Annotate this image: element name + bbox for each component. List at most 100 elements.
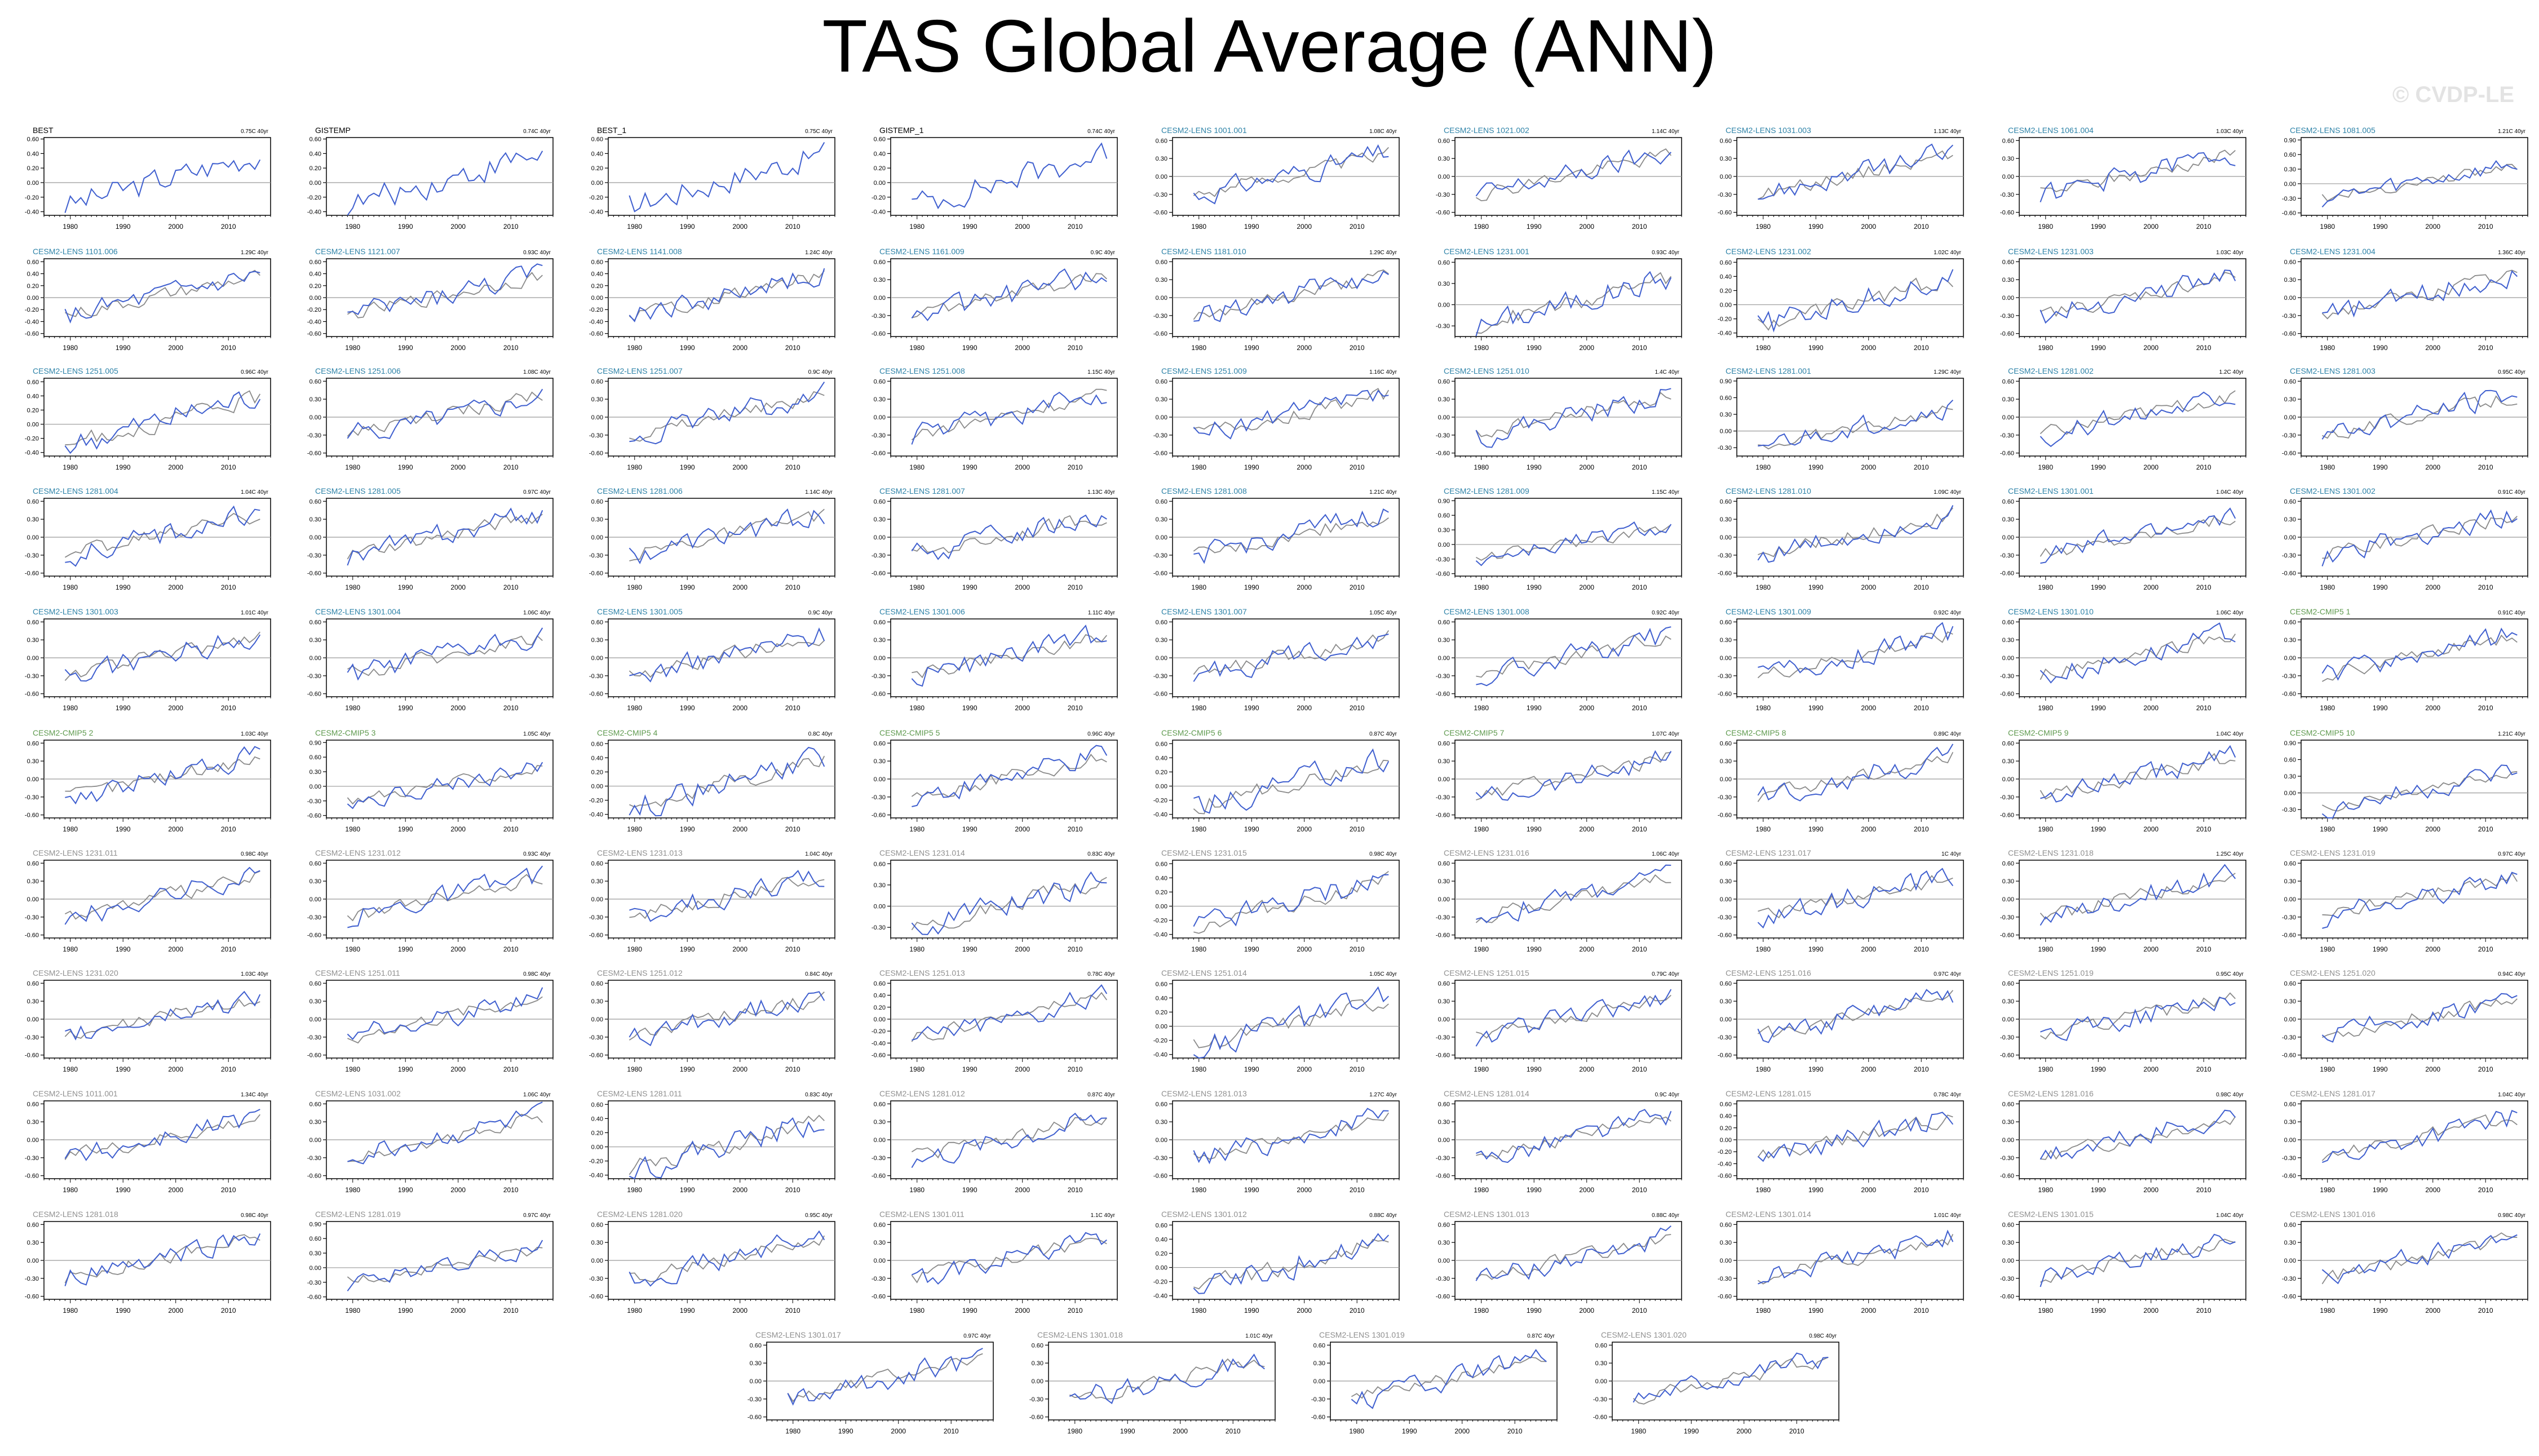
trend-label: 1.03C 40yr bbox=[2216, 250, 2244, 256]
x-tick-label: 2000 bbox=[2143, 1065, 2158, 1073]
y-tick-label: -0.60 bbox=[2000, 1052, 2014, 1059]
x-tick-label: 1990 bbox=[1808, 583, 1824, 591]
y-tick-label: -0.60 bbox=[2282, 570, 2296, 577]
y-tick-label: 0.20 bbox=[27, 407, 39, 414]
x-tick-label: 2000 bbox=[1861, 825, 1876, 833]
trend-label: 1.2C 40yr bbox=[2219, 369, 2244, 375]
panel: CESM2-LENS 1301.003 1.01C 40yr 0.60 0.30 0.0… bbox=[25, 607, 271, 712]
panel: CESM2-LENS 1231.003 1.03C 40yr 0.60 0.30 0.0… bbox=[2000, 247, 2246, 352]
x-tick-label: 1990 bbox=[1527, 1065, 1542, 1073]
y-tick-label: 0.30 bbox=[1156, 1119, 1167, 1126]
x-tick-label: 2000 bbox=[1015, 945, 1030, 953]
y-tick-label: 0.40 bbox=[1720, 273, 1732, 280]
series-line-model bbox=[1757, 989, 1954, 1043]
series-line-model bbox=[2040, 152, 2236, 202]
y-tick-label: -0.60 bbox=[1153, 450, 1167, 457]
panel-title: CESM2-LENS 1231.001 bbox=[1444, 247, 1529, 256]
plot-frame bbox=[43, 378, 271, 457]
panel: CESM2-LENS 1281.002 1.2C 40yr 0.60 0.30 0.00… bbox=[2000, 366, 2246, 471]
trend-label: 1.15C 40yr bbox=[1087, 369, 1116, 375]
x-tick-label: 2010 bbox=[1914, 463, 1929, 471]
trend-label: 1.16C 40yr bbox=[1369, 369, 1397, 375]
panel-title: CESM2-LENS 1251.009 bbox=[1161, 366, 1247, 375]
y-tick-label: 0.40 bbox=[1156, 875, 1167, 882]
y-tick-label: 0.40 bbox=[591, 271, 603, 278]
x-tick-label: 2000 bbox=[1579, 463, 1594, 471]
trend-label: 0.92C 40yr bbox=[1934, 610, 1962, 616]
y-tick-label: -0.20 bbox=[589, 798, 603, 804]
x-tick-label: 2000 bbox=[2143, 223, 2158, 231]
y-tick-label: 0.00 bbox=[2002, 776, 2014, 783]
trend-label: 0.9C 40yr bbox=[1091, 250, 1116, 256]
series-line-model bbox=[64, 159, 261, 213]
panel-title: CESM2-LENS 1251.008 bbox=[879, 366, 965, 375]
y-tick-label: 0.30 bbox=[1720, 156, 1732, 162]
panel-title: CESM2-LENS 1281.001 bbox=[1726, 366, 1811, 375]
panel-title: CESM2-LENS 1251.019 bbox=[2008, 968, 2094, 977]
x-tick-label: 1990 bbox=[680, 704, 695, 712]
x-tick-label: 1990 bbox=[680, 223, 695, 231]
x-tick-label: 1990 bbox=[1244, 1065, 1259, 1073]
series-line-model bbox=[1757, 744, 1954, 802]
y-tick-label: 0.00 bbox=[874, 904, 886, 910]
x-tick-label: 1990 bbox=[680, 583, 695, 591]
panel-title: CESM2-LENS 1121.007 bbox=[315, 247, 400, 256]
y-tick-label: -0.30 bbox=[1436, 556, 1450, 563]
series-line-observations bbox=[64, 512, 260, 558]
x-tick-label: 2000 bbox=[1297, 825, 1312, 833]
y-tick-label: -0.60 bbox=[872, 450, 886, 457]
series-line-model bbox=[629, 142, 825, 213]
panel-title: CESM2-LENS 1301.002 bbox=[2290, 486, 2376, 495]
plot-frame bbox=[326, 137, 554, 216]
trend-label: 0.96C 40yr bbox=[241, 369, 269, 375]
series-line-observations bbox=[1475, 524, 1671, 561]
panel-title: CESM2-LENS 1301.003 bbox=[33, 607, 118, 616]
trend-label: 1.06C 40yr bbox=[523, 1092, 551, 1098]
panel-title: CESM2-LENS 1281.006 bbox=[597, 486, 683, 495]
x-tick-label: 1990 bbox=[680, 825, 695, 833]
series-line-model bbox=[629, 870, 825, 922]
series-line-observations bbox=[2040, 149, 2236, 193]
panel: CESM2-LENS 1251.019 0.95C 40yr 0.60 0.30 0.0… bbox=[2000, 968, 2246, 1073]
x-tick-label: 2010 bbox=[221, 704, 236, 712]
x-tick-label: 1980 bbox=[1755, 463, 1771, 471]
x-tick-label: 2010 bbox=[2478, 945, 2493, 953]
x-tick-label: 1980 bbox=[1755, 583, 1771, 591]
y-tick-label: 0.60 bbox=[1438, 259, 1450, 266]
x-tick-label: 2010 bbox=[1350, 945, 1365, 953]
x-tick-label: 1980 bbox=[909, 1065, 925, 1073]
y-tick-label: 0.40 bbox=[1156, 995, 1167, 1002]
y-tick-label: -0.20 bbox=[1153, 918, 1167, 924]
y-tick-label: 0.60 bbox=[309, 754, 321, 761]
x-tick-label: 1990 bbox=[2373, 344, 2388, 352]
x-tick-label: 2010 bbox=[1068, 825, 1083, 833]
y-tick-label: 0.00 bbox=[1156, 295, 1167, 302]
y-tick-label: 0.00 bbox=[2002, 896, 2014, 903]
series-line-observations bbox=[1193, 999, 1389, 1048]
trend-label: 0.79C 40yr bbox=[1652, 971, 1680, 977]
panel: CESM2-LENS 1301.009 0.92C 40yr 0.60 0.30 0.0… bbox=[1718, 607, 1964, 712]
series-line-model bbox=[911, 268, 1107, 321]
x-tick-label: 1990 bbox=[1808, 344, 1824, 352]
trend-label: 0.92C 40yr bbox=[1652, 610, 1680, 616]
x-tick-label: 2000 bbox=[168, 945, 183, 953]
x-tick-label: 2000 bbox=[2143, 945, 2158, 953]
y-tick-label: 0.00 bbox=[1156, 1024, 1167, 1030]
y-tick-label: 0.60 bbox=[27, 1101, 39, 1108]
panel: CESM2-LENS 1251.014 1.05C 40yr 0.60 0.40 0.2… bbox=[1153, 968, 1400, 1073]
y-tick-label: 0.20 bbox=[591, 1130, 603, 1136]
x-tick-label: 2010 bbox=[2478, 704, 2493, 712]
y-tick-label: 0.00 bbox=[27, 1016, 39, 1023]
y-tick-label: 0.30 bbox=[874, 396, 886, 403]
y-tick-label: -0.30 bbox=[1153, 1155, 1167, 1162]
panel-title: CESM2-LENS 1231.018 bbox=[2008, 848, 2094, 857]
x-tick-label: 2010 bbox=[1632, 825, 1647, 833]
y-tick-label: -0.40 bbox=[589, 209, 603, 216]
trend-label: 1.14C 40yr bbox=[1652, 129, 1680, 135]
y-tick-label: -0.30 bbox=[1436, 794, 1450, 801]
x-tick-label: 2010 bbox=[1068, 583, 1083, 591]
series-line-observations bbox=[912, 634, 1107, 679]
y-tick-label: -0.60 bbox=[2282, 1052, 2296, 1059]
y-tick-label: -0.30 bbox=[1436, 192, 1450, 198]
panel: CESM2-CMIP5 3 1.05C 40yr 0.90 0.60 0.30 0.00 -… bbox=[307, 728, 554, 833]
